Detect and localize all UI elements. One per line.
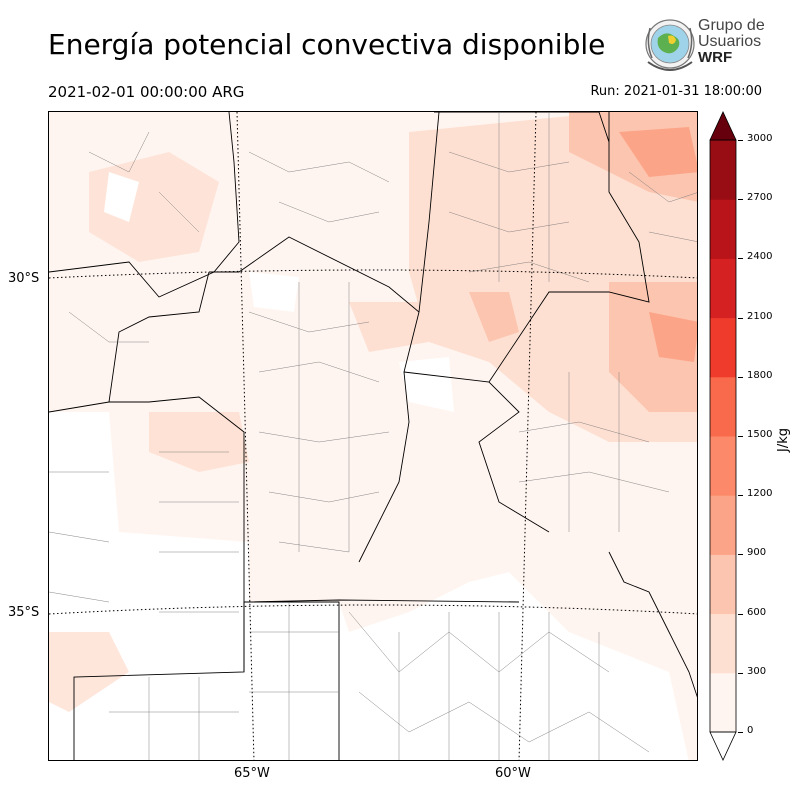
colorbar-segment [710, 317, 736, 378]
logo-text: Grupo de Usuarios WRF [698, 18, 765, 66]
longitude-label-65w: 65°W [234, 766, 270, 781]
map-canvas [49, 112, 697, 760]
colorbar-tick-label: 600 [747, 606, 767, 618]
map-title: Energía potencial convectiva disponible [48, 28, 606, 61]
logo-line-3: WRF [698, 49, 733, 66]
colorbar-tick-label: 300 [747, 665, 767, 677]
colorbar [709, 111, 737, 761]
colorbar-tick-mark [738, 613, 743, 615]
colorbar-extend-min [709, 731, 737, 761]
colorbar-segment [710, 436, 736, 496]
globe-seal-icon [645, 19, 695, 71]
colorbar-tick-mark [738, 199, 743, 201]
colorbar-tick-label: 1500 [747, 429, 773, 440]
colorbar-segment [710, 613, 736, 674]
colorbar-tick-label: 3000 [747, 133, 773, 144]
colorbar-segment [710, 258, 736, 319]
latitude-label-30s: 30°S [8, 271, 40, 286]
colorbar-tick-mark [738, 376, 743, 378]
logo-line-1: Grupo de [698, 17, 765, 34]
colorbar-tick-mark [738, 317, 743, 319]
run-time-label: Run: 2021-01-31 18:00:00 [590, 84, 762, 99]
colorbar-tick-mark [738, 495, 743, 497]
colorbar-tick-mark [738, 554, 743, 556]
colorbar-tick-mark [738, 672, 743, 674]
colorbar-units: J/kg [776, 428, 791, 452]
colorbar-extend-max [709, 111, 737, 141]
colorbar-segment [710, 672, 736, 733]
colorbar-tick-label: 1200 [747, 488, 773, 500]
latitude-label-35s: 35°S [8, 605, 40, 620]
colorbar-segment [710, 140, 736, 200]
colorbar-tick-label: 1800 [747, 369, 773, 381]
colorbar-tick-label: 900 [747, 547, 767, 559]
cape-map[interactable] [48, 111, 698, 761]
valid-time-label: 2021-02-01 00:00:00 ARG [48, 83, 245, 101]
logo-line-2: Usuarios [698, 33, 762, 50]
colorbar-tick-mark [738, 732, 743, 733]
longitude-label-60w: 60°W [495, 766, 531, 781]
colorbar-tick-mark [738, 258, 743, 260]
colorbar-tick-label: 2700 [747, 192, 773, 204]
colorbar-tick-mark [738, 140, 743, 141]
colorbar-segment [710, 554, 736, 615]
colorbar-segment [710, 495, 736, 555]
colorbar-tick-label: 2100 [747, 310, 773, 322]
colorbar-segment [710, 199, 736, 259]
colorbar-tick-label: 0 [747, 725, 754, 736]
colorbar-tick-mark [738, 436, 743, 437]
colorbar-segment [710, 376, 736, 437]
colorbar-tick-label: 2400 [747, 251, 773, 263]
